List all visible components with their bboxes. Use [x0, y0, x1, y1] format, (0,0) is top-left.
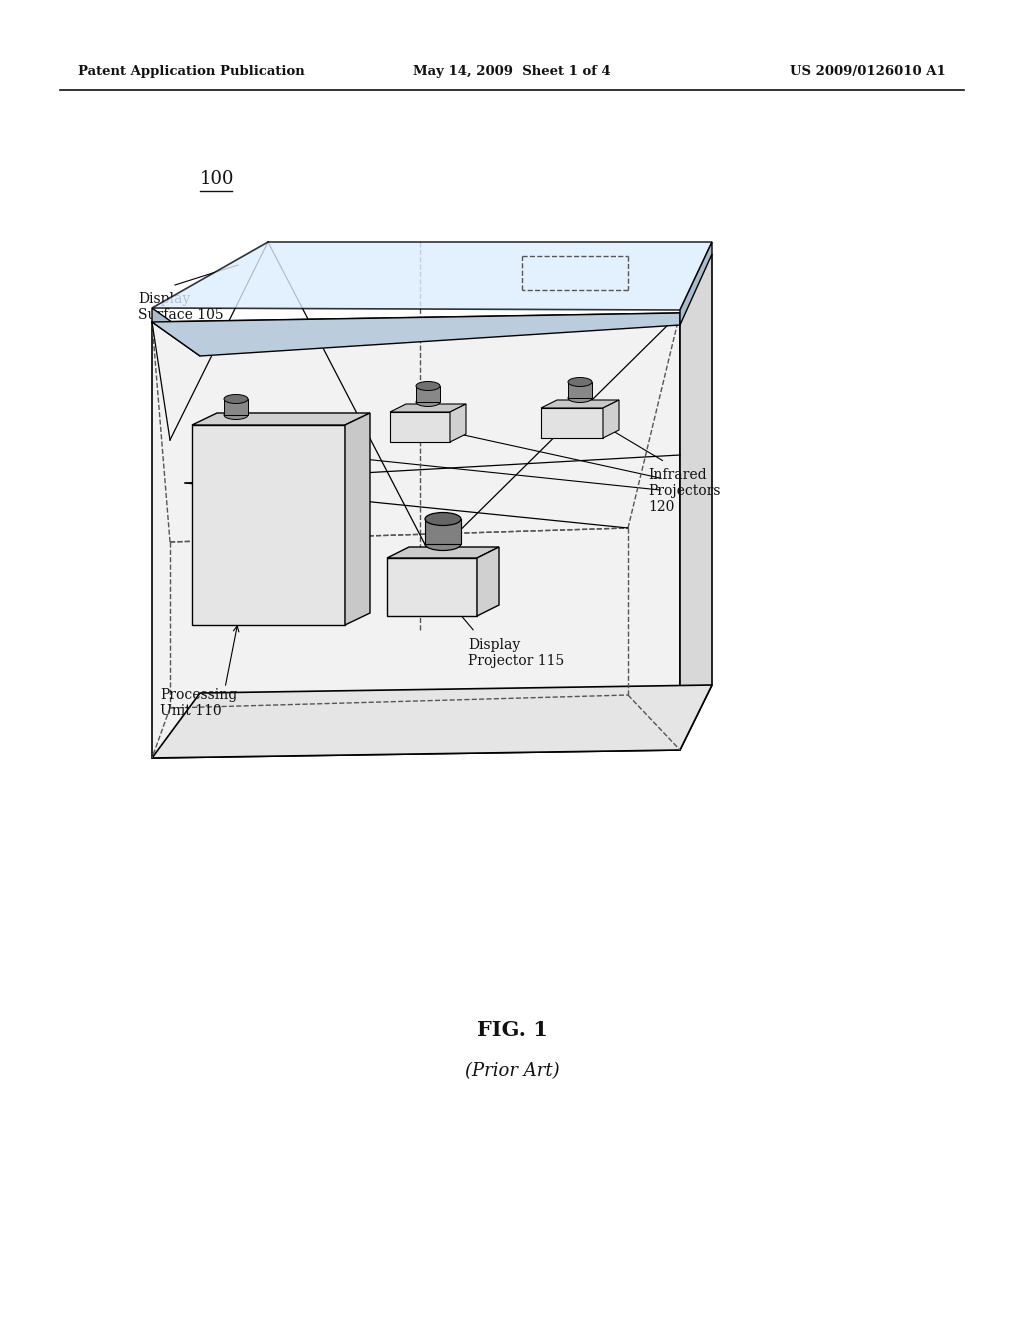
Polygon shape — [152, 308, 200, 356]
Polygon shape — [541, 408, 603, 438]
Polygon shape — [152, 685, 712, 758]
Text: Infrared
Projectors
120: Infrared Projectors 120 — [648, 469, 721, 515]
Polygon shape — [193, 413, 370, 425]
Polygon shape — [224, 399, 248, 414]
Polygon shape — [260, 417, 278, 458]
Polygon shape — [477, 546, 499, 616]
Polygon shape — [416, 385, 440, 403]
Polygon shape — [345, 413, 370, 624]
Text: US 2009/0126010 A1: US 2009/0126010 A1 — [791, 65, 946, 78]
Ellipse shape — [416, 397, 440, 407]
Polygon shape — [390, 412, 450, 442]
Polygon shape — [196, 425, 260, 458]
Polygon shape — [193, 425, 345, 624]
Ellipse shape — [224, 411, 248, 420]
Ellipse shape — [568, 393, 592, 403]
Ellipse shape — [416, 381, 440, 391]
Text: (Prior Art): (Prior Art) — [465, 1063, 559, 1080]
Polygon shape — [387, 546, 499, 558]
Ellipse shape — [425, 537, 461, 550]
Text: Patent Application Publication: Patent Application Publication — [78, 65, 305, 78]
Text: 100: 100 — [200, 170, 234, 187]
Polygon shape — [680, 253, 712, 750]
Ellipse shape — [568, 378, 592, 387]
Ellipse shape — [224, 395, 248, 404]
Ellipse shape — [425, 512, 461, 525]
Text: May 14, 2009  Sheet 1 of 4: May 14, 2009 Sheet 1 of 4 — [413, 65, 611, 78]
Polygon shape — [387, 558, 477, 616]
Polygon shape — [152, 313, 680, 356]
Polygon shape — [450, 404, 466, 442]
Polygon shape — [603, 400, 618, 438]
Text: FIG. 1: FIG. 1 — [476, 1020, 548, 1040]
Text: Processing
Unit 110: Processing Unit 110 — [160, 688, 238, 718]
Polygon shape — [196, 417, 278, 425]
Polygon shape — [390, 404, 466, 412]
Polygon shape — [541, 400, 618, 408]
Polygon shape — [152, 242, 712, 310]
Polygon shape — [680, 242, 712, 325]
Text: Display
Surface 105: Display Surface 105 — [138, 292, 223, 322]
Polygon shape — [568, 381, 592, 399]
Polygon shape — [425, 519, 461, 544]
Polygon shape — [152, 313, 680, 758]
Text: Display
Projector 115: Display Projector 115 — [468, 638, 564, 668]
